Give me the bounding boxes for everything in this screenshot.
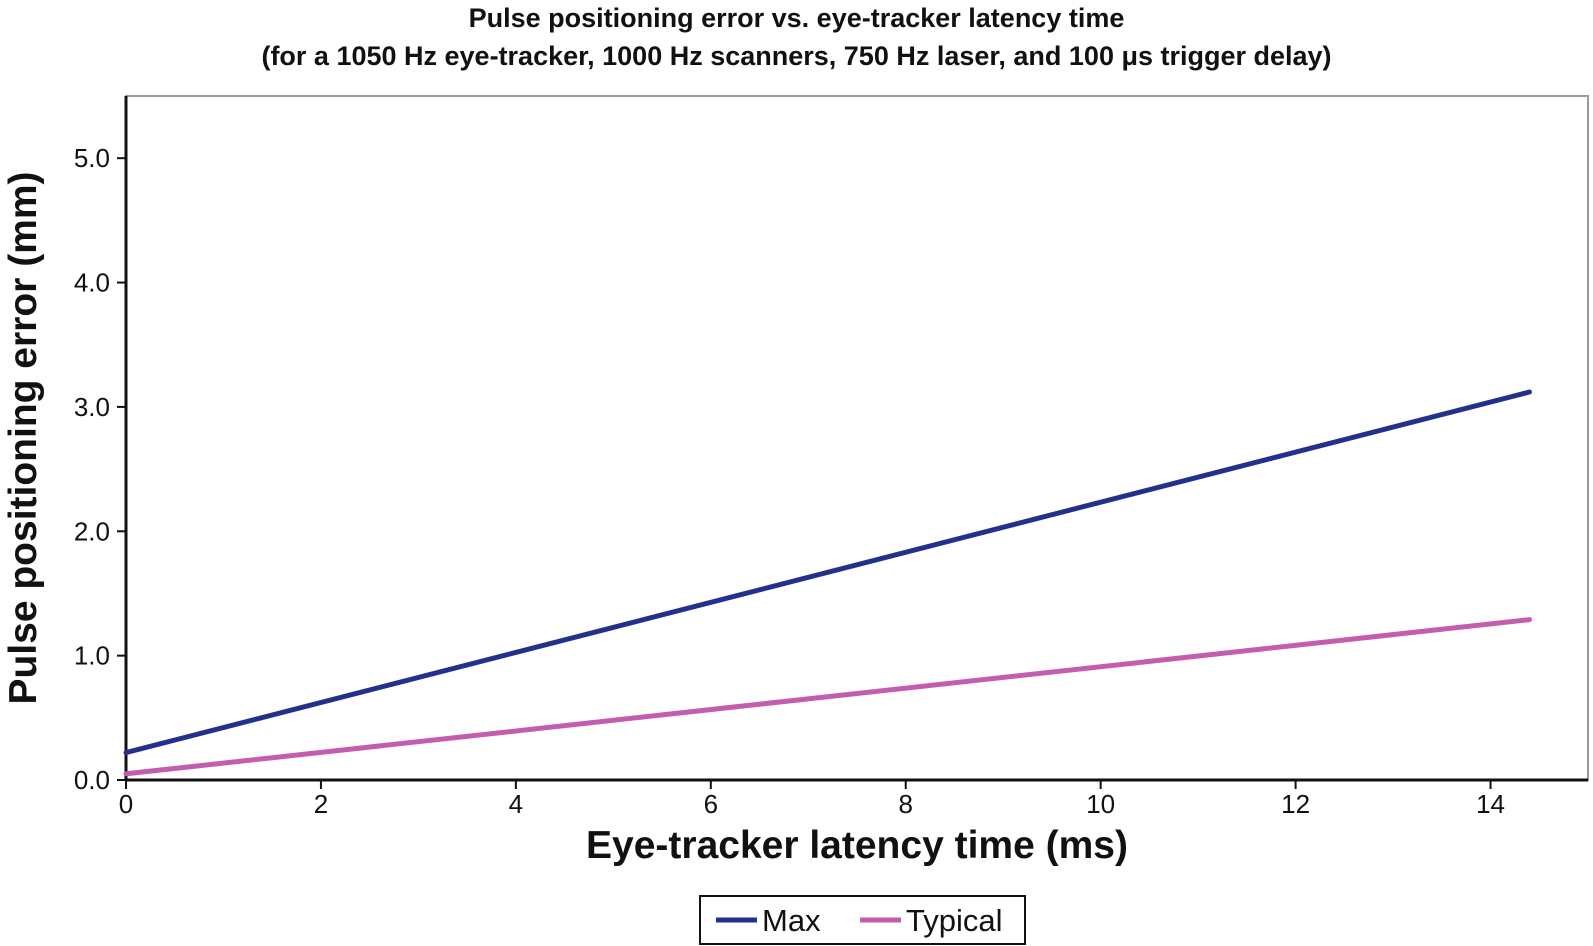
series-line-typical <box>123 617 1532 777</box>
x-tick-label: 6 <box>704 789 718 819</box>
y-tick-label: 5.0 <box>74 143 110 173</box>
x-tick-label: 0 <box>119 789 133 819</box>
series-layer <box>123 389 1532 777</box>
x-axis-title: Eye-tracker latency time (ms) <box>586 824 1128 867</box>
plot-area-frame <box>125 95 1589 781</box>
x-tick-label: 14 <box>1476 789 1505 819</box>
y-tick-label: 4.0 <box>74 268 110 298</box>
x-tick-label: 8 <box>898 789 912 819</box>
y-axis-title: Pulse positioning error (mm) <box>2 171 45 704</box>
y-tick-label: 0.0 <box>74 765 110 795</box>
x-tick-label: 4 <box>509 789 523 819</box>
y-tick-label: 1.0 <box>74 641 110 671</box>
legend-label-typical: Typical <box>906 903 1002 938</box>
x-tick-label: 2 <box>314 789 328 819</box>
chart-title: Pulse positioning error vs. eye-tracker … <box>468 3 1125 33</box>
y-axis-ticks: 0.0 1.0 2.0 3.0 4.0 5.0 <box>74 143 126 795</box>
chart-subtitle: (for a 1050 Hz eye-tracker, 1000 Hz scan… <box>261 41 1332 71</box>
y-tick-label: 3.0 <box>74 392 110 422</box>
series-line-max <box>123 389 1532 756</box>
x-axis-ticks: 0 2 4 6 8 10 12 14 <box>119 780 1505 819</box>
x-tick-label: 12 <box>1281 789 1310 819</box>
legend-label-max: Max <box>762 903 821 938</box>
legend: Max Typical <box>699 895 1026 945</box>
x-tick-label: 10 <box>1086 789 1115 819</box>
y-tick-label: 2.0 <box>74 516 110 546</box>
